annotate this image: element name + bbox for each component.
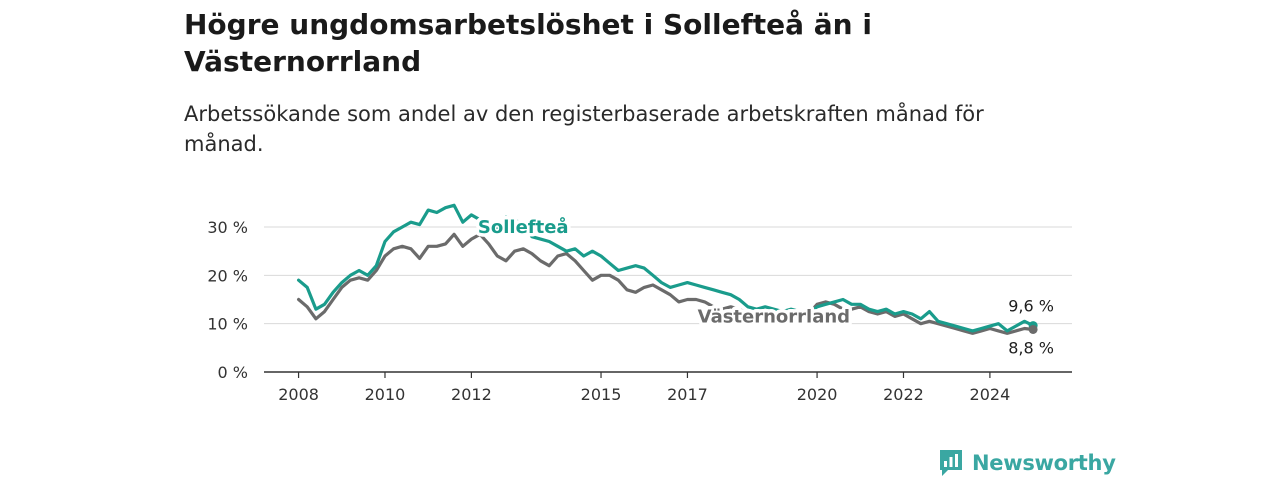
x-tick-label: 2024 xyxy=(970,385,1011,404)
end-value-label: 9,6 % xyxy=(1008,297,1054,316)
x-tick-label: 2022 xyxy=(883,385,924,404)
brand-name: Newsworthy xyxy=(972,451,1116,475)
series-label-halo: Västernorrland xyxy=(698,306,850,327)
series-label-halo: Sollefteå xyxy=(478,216,569,238)
x-tick-label: 2010 xyxy=(365,385,406,404)
y-tick-label: 10 % xyxy=(207,315,248,334)
x-tick-label: 2012 xyxy=(451,385,492,404)
series-label: Sollefteå xyxy=(478,216,569,238)
y-tick-label: 20 % xyxy=(207,266,248,285)
y-tick-label: 30 % xyxy=(207,218,248,237)
y-tick-label: 0 % xyxy=(218,363,248,382)
x-tick-label: 2020 xyxy=(797,385,838,404)
chart-title: Högre ungdomsarbetslöshet i Sollefteå än… xyxy=(184,8,872,78)
y-axis-ticks: 0 % 10 % 20 % 30 % xyxy=(207,218,248,382)
x-axis: 2008 2010 2012 2015 2017 2020 2022 2024 xyxy=(264,371,1072,404)
series-line-v-sternorrland xyxy=(297,232,1035,335)
series-line-sollefte- xyxy=(297,203,1035,333)
x-tick-label: 2017 xyxy=(667,385,708,404)
x-tick-label: 2008 xyxy=(278,385,319,404)
chart-subtitle: Arbetssökande som andel av den registerb… xyxy=(184,102,984,156)
series-labels: 9,6 %8,8 %SollefteåSollefteåVästernorrla… xyxy=(474,213,1054,358)
end-value-label: 8,8 % xyxy=(1008,338,1054,357)
x-tick-label: 2015 xyxy=(581,385,622,404)
newsworthy-brand: Newsworthy xyxy=(938,448,1116,478)
newsworthy-logo-icon xyxy=(940,450,962,476)
end-point xyxy=(1028,324,1038,334)
series-lines xyxy=(297,203,1038,335)
series-label: Västernorrland xyxy=(698,306,850,327)
